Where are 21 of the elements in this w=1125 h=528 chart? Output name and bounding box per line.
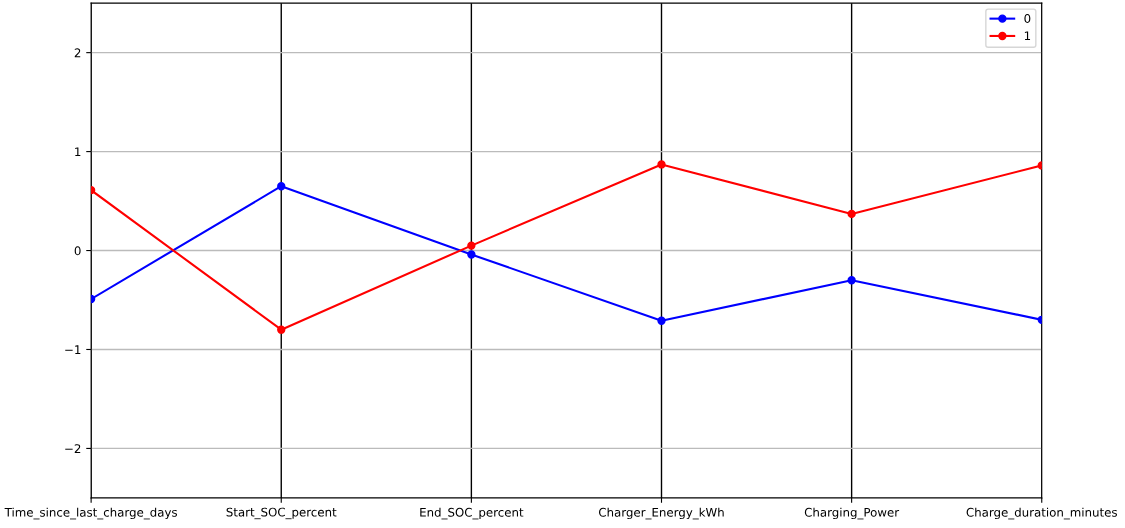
x-tick-label: Charge_duration_minutes	[966, 507, 1117, 520]
y-tick-label: 2	[74, 48, 81, 58]
x-tick-label: Time_since_last_charge_days	[4, 507, 178, 520]
point	[847, 209, 856, 219]
point	[657, 316, 666, 325]
x-tick-label: Charging_Power	[804, 507, 900, 520]
legend-label: 0	[1024, 14, 1031, 23]
point	[467, 250, 476, 259]
legend-label: 1	[1024, 31, 1031, 41]
x-tick-label: Charger_Energy_kWh	[598, 507, 724, 520]
point	[277, 182, 286, 191]
y-tick-label: −2	[65, 444, 81, 453]
point	[277, 325, 286, 334]
point	[657, 160, 666, 169]
y-tick-label: −1	[65, 345, 81, 354]
y-tick-label: 0	[74, 246, 81, 256]
x-tick-label: Start_SOC_percent	[226, 507, 337, 520]
x-tick-label: End_SOC_percent	[420, 507, 524, 520]
y-tick-label: 1	[75, 147, 81, 157]
point	[467, 241, 476, 250]
point	[847, 276, 856, 285]
